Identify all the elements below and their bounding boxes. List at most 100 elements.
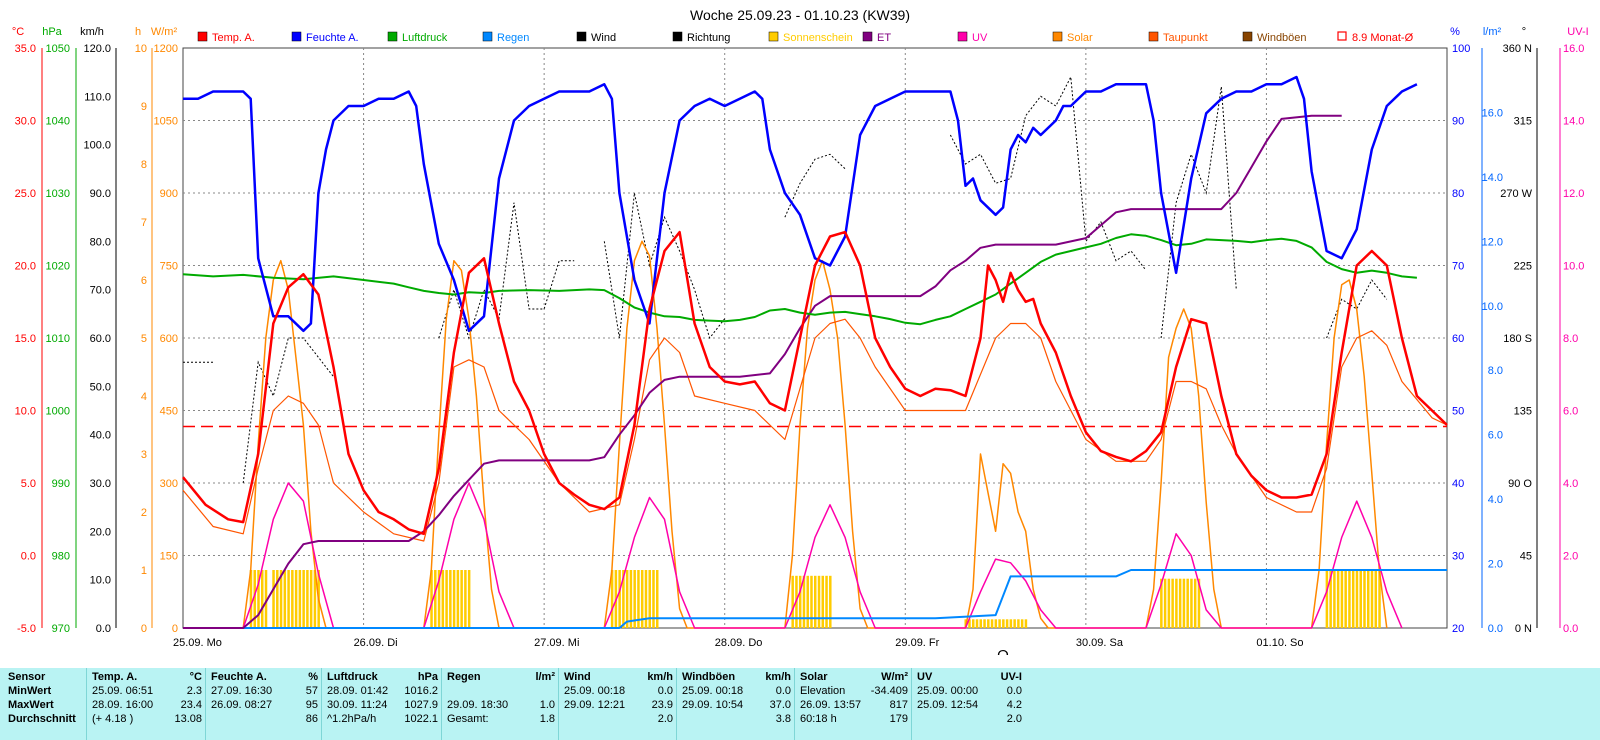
legend-label: Taupunkt [1163, 32, 1208, 44]
temp-tick-label: 10.0 [15, 406, 36, 418]
x-day-label: 28.09. Do [715, 637, 763, 649]
stats-cell-label: 30.09. 11:24 [327, 699, 388, 711]
stats-cell-value: 2.0 [1006, 713, 1022, 725]
temp-tick-label: 25.0 [15, 188, 36, 200]
sunshine-bar [1351, 570, 1355, 628]
uv-tick-label: 8.0 [1563, 333, 1578, 345]
x-axis-marker: O [997, 647, 1009, 655]
stats-cell-value: 37.0 [769, 699, 791, 711]
direction-tick-label: 360 N [1503, 43, 1532, 55]
sunshine-bar [629, 570, 633, 628]
direction-tick-label: 90 O [1508, 478, 1532, 490]
legend-label: Solar [1067, 32, 1093, 44]
solar-tick-label: 1200 [154, 43, 178, 55]
wind-tick-label: 120.0 [83, 43, 111, 55]
sunshine-bar [798, 575, 802, 628]
sunshine-bar [309, 570, 313, 628]
legend-swatch [957, 31, 968, 42]
temp-series-line [182, 230, 1448, 536]
wind-tick-label: 0.0 [96, 623, 111, 635]
chart-legend: Temp. A. Feuchte A. Luftdruck Regen Wind Rich… [197, 31, 1414, 44]
legend-label: Feuchte A. [306, 32, 359, 44]
sunshine-bar [1020, 619, 1024, 628]
rain-tick-label: 6.0 [1488, 430, 1503, 442]
direction-tick-label: 45 [1520, 551, 1532, 563]
stats-cell-value: 2.3 [186, 685, 202, 697]
sunshine-bar [1340, 570, 1344, 628]
stats-cell-value: 179 [889, 713, 908, 725]
uv-unit-label: UV-I [1567, 26, 1588, 38]
sunshine-bar [464, 570, 467, 628]
stats-cell-value: 13.08 [174, 713, 202, 725]
stats-group-unit: UV-I [1000, 671, 1022, 683]
sunshine-bar [264, 570, 268, 628]
sunshine-bar [987, 619, 990, 628]
rain-tick-label: 12.0 [1482, 236, 1503, 248]
legend-label: UV [972, 32, 988, 44]
legend-swatch [1337, 31, 1347, 41]
sunshine-bar [1013, 619, 1016, 628]
stats-cell-value: 0.0 [657, 685, 673, 697]
legend-swatch [1242, 31, 1253, 42]
sunshine-bar [618, 570, 621, 628]
humidity-series-line [183, 75, 1418, 333]
wind-direction-line [784, 153, 846, 218]
stats-cell-value: 23.9 [651, 699, 673, 711]
sunshine-bar [622, 570, 625, 628]
humidity-tick-label: 80 [1452, 188, 1464, 200]
stats-cell-value: 0.0 [775, 685, 791, 697]
pressure-tick-label: 1000 [46, 406, 70, 418]
sunshine-bar [257, 570, 260, 628]
sunshine-bar [1163, 578, 1167, 628]
sunshine-bar [640, 570, 644, 628]
stats-separator [911, 668, 912, 740]
rain-tick-label: 14.0 [1482, 172, 1503, 184]
chart-axes: 35.030.025.020.015.010.05.00.0-5.0105010… [12, 26, 1589, 635]
stats-cell-value: 86 [305, 713, 318, 725]
stats-cell-label: 29.09. 18:30 [447, 699, 509, 711]
stats-separator [86, 668, 87, 740]
sunshine-bar [449, 570, 452, 628]
sunshine-bar [302, 570, 305, 628]
sun-tick-label: 0 [141, 623, 147, 635]
sunshine-bar [456, 570, 460, 628]
stats-cell-value: 95 [305, 699, 318, 711]
solar-tick-label: 300 [160, 478, 178, 490]
wind-direction-line [1160, 86, 1237, 339]
sunshine-bar [814, 575, 817, 628]
sunshine-bar [656, 570, 659, 628]
wind-tick-label: 100.0 [83, 140, 111, 152]
humidity-tick-label: 30 [1452, 551, 1464, 563]
rain-tick-label: 16.0 [1482, 107, 1503, 119]
uv-tick-label: 14.0 [1563, 116, 1584, 128]
stats-group-header: Solar [800, 671, 828, 683]
stats-group-unit: km/h [765, 671, 791, 683]
sunshine-bar [1193, 578, 1197, 628]
stats-cell-label: Elevation [800, 685, 846, 697]
wind-direction-line [242, 337, 334, 484]
temp-tick-label: 20.0 [15, 261, 36, 273]
stats-cell-value: 2.0 [657, 713, 673, 725]
rain-tick-label: 8.0 [1488, 365, 1503, 377]
sunshine-bar [644, 570, 648, 628]
direction-tick-label: 0 N [1515, 623, 1532, 635]
weather-chart: Woche 25.09.23 - 01.10.23 (KW39) 35.030.… [12, 7, 1589, 655]
sunshine-bar [1344, 570, 1347, 628]
sunshine-bar [975, 619, 979, 628]
sunshine-bar [1182, 578, 1186, 628]
stats-separator [794, 668, 795, 740]
legend-label: Richtung [687, 32, 730, 44]
wind-unit-label: km/h [80, 26, 104, 38]
pressure-tick-label: 1030 [46, 188, 70, 200]
sunshine-bar [1002, 619, 1005, 628]
stats-cell-label: 25.09. 06:51 [92, 685, 154, 697]
direction-tick-label: 315 [1514, 116, 1532, 128]
sun-tick-label: 9 [141, 101, 147, 113]
sunshine-bar [261, 570, 264, 628]
solar-tick-label: 750 [160, 261, 178, 273]
pressure-tick-label: 990 [52, 478, 70, 490]
uv-tick-label: 10.0 [1563, 261, 1584, 273]
uv-tick-label: 0.0 [1563, 623, 1578, 635]
wind-direction-line [603, 192, 726, 340]
wind-direction-line [1326, 279, 1388, 339]
